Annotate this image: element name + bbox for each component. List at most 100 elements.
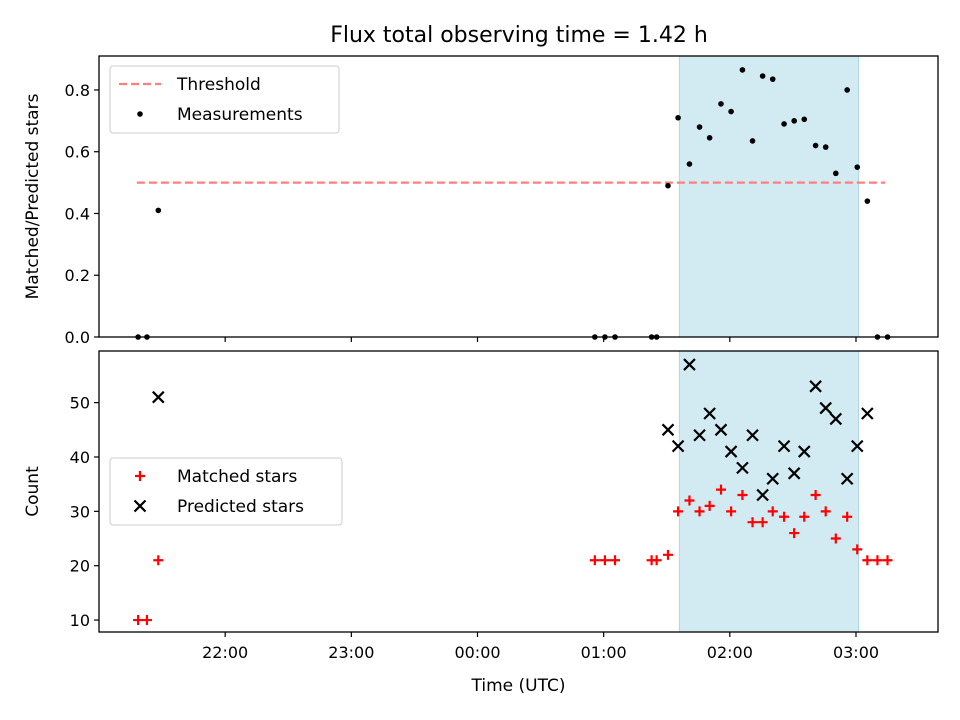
y-tick-label: 50 [70,394,90,413]
data-point [718,101,724,107]
data-point [842,511,853,522]
y-tick-label: 0.8 [65,81,90,100]
data-point [739,67,746,73]
data-point [809,380,822,393]
legend-label: Threshold [176,75,261,95]
data-point [746,428,759,442]
data-point [756,488,769,502]
data-point [799,511,810,522]
legend: Threshold Measurements [109,65,340,134]
data-point [810,490,821,501]
y-tick-label: 0.4 [65,204,90,223]
legend-marker [135,471,145,481]
data-point [610,555,621,566]
figure-title: Flux total observing time = 1.42 h [330,23,708,48]
legend-marker [137,111,143,117]
legend-label: Measurements [177,105,303,125]
data-point [693,428,706,442]
data-point [706,135,713,141]
legend-label: Predicted stars [177,497,304,517]
y-tick-label: 10 [70,611,90,630]
data-point [812,142,819,149]
data-point [852,544,863,555]
data-point [820,506,831,517]
data-point [152,390,165,404]
data-point [882,555,893,566]
data-point [864,198,871,204]
data-point [830,533,841,544]
y-tick-label: 0.2 [65,266,90,285]
series-predicted-stars [152,358,874,502]
y-axis-label: Matched/Predicted stars [23,93,43,299]
data-point [155,207,162,214]
data-point [833,170,839,177]
data-point [599,555,610,566]
data-point [797,445,811,458]
data-point [767,506,778,517]
data-point [663,549,674,560]
data-point [714,423,728,437]
data-point [789,528,800,539]
data-point [861,407,874,420]
data-point [728,108,734,115]
legend-marker [133,499,147,513]
axes-frame [98,55,939,338]
data-point [801,116,808,123]
legend-box [109,65,340,134]
data-point [766,472,780,486]
x-tick-label: 22:00 [202,643,248,662]
data-point [651,555,662,566]
x-axis-label: Time (UTC) [471,676,566,696]
data-point [781,121,787,127]
data-point [665,182,671,189]
count-panel: 10 20 30 40 50 22:00 23:00 00:00 01:00 02:00 03:00… [23,350,939,696]
data-point [822,144,829,150]
data-point [675,114,681,121]
data-point [141,615,152,626]
y-tick-label: 40 [70,448,90,467]
y-tick-label: 20 [70,557,90,576]
y-tick-label: 0.0 [65,328,90,347]
data-point [862,555,873,566]
data-point [686,161,693,167]
data-point [872,555,883,566]
legend-box [109,457,343,526]
data-point [787,467,801,480]
data-point [829,412,843,426]
data-point [757,517,768,528]
data-point [749,138,756,144]
data-point [696,124,703,130]
legend: Matched stars Predicted stars [109,457,343,526]
data-point [736,461,749,475]
data-point [153,555,164,566]
data-point [724,445,738,458]
data-point [737,490,748,501]
data-point [703,407,716,420]
data-point [747,517,758,528]
data-point [715,484,726,495]
data-point [726,506,737,517]
series-matched-stars [133,484,893,626]
observing-window-span [678,55,860,338]
y-tick-label: 30 [70,502,90,521]
x-tick-label: 23:00 [328,643,374,662]
data-point [704,500,715,511]
data-point [133,615,144,626]
data-point [779,511,790,522]
data-point [844,87,850,93]
data-point [589,555,600,566]
y-tick-label: 0.6 [65,143,90,162]
axes-frame [98,350,939,633]
x-tick-label: 00:00 [454,643,500,662]
data-point [694,506,705,517]
x-tick-label: 01:00 [581,643,627,662]
data-point [840,472,854,486]
legend-label: Matched stars [177,467,297,487]
data-point [769,76,776,82]
observing-window-span [678,350,860,633]
data-point [671,439,685,453]
data-point [673,506,684,517]
data-point [661,423,675,437]
data-point [683,358,696,371]
